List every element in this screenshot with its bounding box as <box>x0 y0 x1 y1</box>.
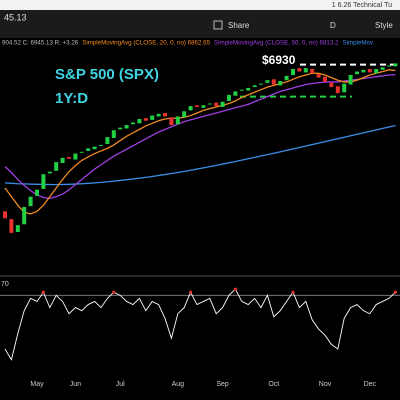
study-text: 904.52 C: 6945.13 R: +3.26 <box>2 40 79 47</box>
candle-body <box>239 89 244 91</box>
candle-body <box>310 68 315 74</box>
candle-body <box>265 80 270 83</box>
candle-body <box>175 116 180 125</box>
candle-body <box>214 102 219 107</box>
candle-body <box>278 81 283 86</box>
candle-body <box>3 211 7 219</box>
rsi-overbought <box>41 290 46 294</box>
x-tick-label: Dec <box>364 381 377 388</box>
candle-body <box>156 113 161 117</box>
share-button[interactable]: Share <box>228 21 250 30</box>
candle-body <box>271 79 276 85</box>
candle-body <box>323 76 327 82</box>
style-button[interactable]: Style <box>375 21 393 30</box>
candle-body <box>297 68 302 72</box>
candle-body <box>86 148 91 151</box>
candle-body <box>124 125 129 129</box>
candle-body <box>47 171 52 174</box>
candle-body <box>329 82 334 88</box>
candle-body <box>348 75 353 85</box>
window-bar <box>0 0 400 10</box>
x-tick-label: Oct <box>268 381 279 388</box>
candle-body <box>207 103 212 105</box>
candle-body <box>195 105 199 107</box>
candle-body <box>105 137 110 145</box>
toolbar <box>0 10 400 38</box>
candle-body <box>143 118 148 121</box>
candle-body <box>92 146 97 150</box>
x-tick-label: May <box>30 381 44 388</box>
candle-body <box>291 68 295 76</box>
candle-body <box>28 196 33 207</box>
candle-body <box>393 63 398 67</box>
candle-body <box>60 157 65 164</box>
level-label: $6930 <box>262 53 296 67</box>
candle-body <box>15 225 20 233</box>
candle-body <box>54 162 59 171</box>
x-tick-label: Jul <box>116 381 125 388</box>
rsi-line <box>4 288 396 361</box>
candle-body <box>316 74 321 78</box>
rsi-overbought <box>233 287 237 291</box>
rsi-overbought <box>189 290 193 294</box>
period-button[interactable]: D <box>330 21 336 30</box>
candle-body <box>188 106 193 111</box>
x-tick-label: Nov <box>319 381 332 388</box>
candle-body <box>355 71 359 75</box>
candle-body <box>303 68 308 73</box>
rsi-tick-label: 70 <box>1 281 9 288</box>
candle-body <box>335 86 340 94</box>
share-icon[interactable] <box>213 20 223 30</box>
tab-title: 1 6.26 Technical Tu <box>332 2 392 9</box>
x-tick-label: Aug <box>172 381 185 388</box>
x-tick-label: Jun <box>70 381 81 388</box>
study-text: SimpleMov <box>342 40 374 47</box>
rsi-overbought <box>112 290 116 294</box>
candle-body <box>22 207 27 225</box>
study-text: SimpleMovingAvg (CLOSE, 50, 0, no) 6813.… <box>214 40 339 47</box>
candle-body <box>169 117 174 126</box>
moving-average <box>4 74 396 200</box>
moving-average <box>4 124 396 186</box>
candle-body <box>131 122 135 125</box>
candle-body <box>163 112 167 117</box>
candle-body <box>35 189 39 196</box>
candle-body <box>233 91 238 96</box>
candle-body <box>361 69 366 73</box>
candle-body <box>150 115 155 120</box>
candle-body <box>374 68 379 74</box>
candle-body <box>284 75 289 81</box>
candle-body <box>246 87 251 91</box>
study-line: 904.52 C: 6945.13 R: +3.26 SimpleMovingAv… <box>2 40 374 47</box>
candle-body <box>41 174 46 189</box>
moving-average <box>4 69 396 215</box>
candle-body <box>99 144 103 146</box>
candle-body <box>380 67 385 70</box>
chart-subtitle: 1Y:D <box>55 90 88 107</box>
last-price: 45.13 <box>4 12 27 22</box>
candle-body <box>137 119 142 124</box>
candle-body <box>118 127 123 130</box>
candle-body <box>252 85 257 88</box>
candle-body <box>111 130 116 138</box>
candle-body <box>79 151 84 153</box>
rsi-overbought <box>393 290 397 294</box>
candle-body <box>367 68 372 73</box>
candle-body <box>182 111 187 118</box>
candle-body <box>342 83 347 93</box>
candle-body <box>9 219 14 233</box>
rsi-overbought <box>291 290 295 294</box>
candle-body <box>227 94 231 101</box>
candle-body <box>259 83 263 85</box>
chart-title: S&P 500 (SPX) <box>55 66 159 83</box>
candle-body <box>220 101 225 107</box>
candle-body <box>201 105 206 108</box>
candle-body <box>67 156 71 159</box>
study-text: SimpleMovingAvg (CLOSE, 20, 0, no) 6862.… <box>82 40 210 47</box>
candle-body <box>387 65 391 67</box>
x-tick-label: Sep <box>216 381 229 388</box>
candle-body <box>73 153 78 160</box>
